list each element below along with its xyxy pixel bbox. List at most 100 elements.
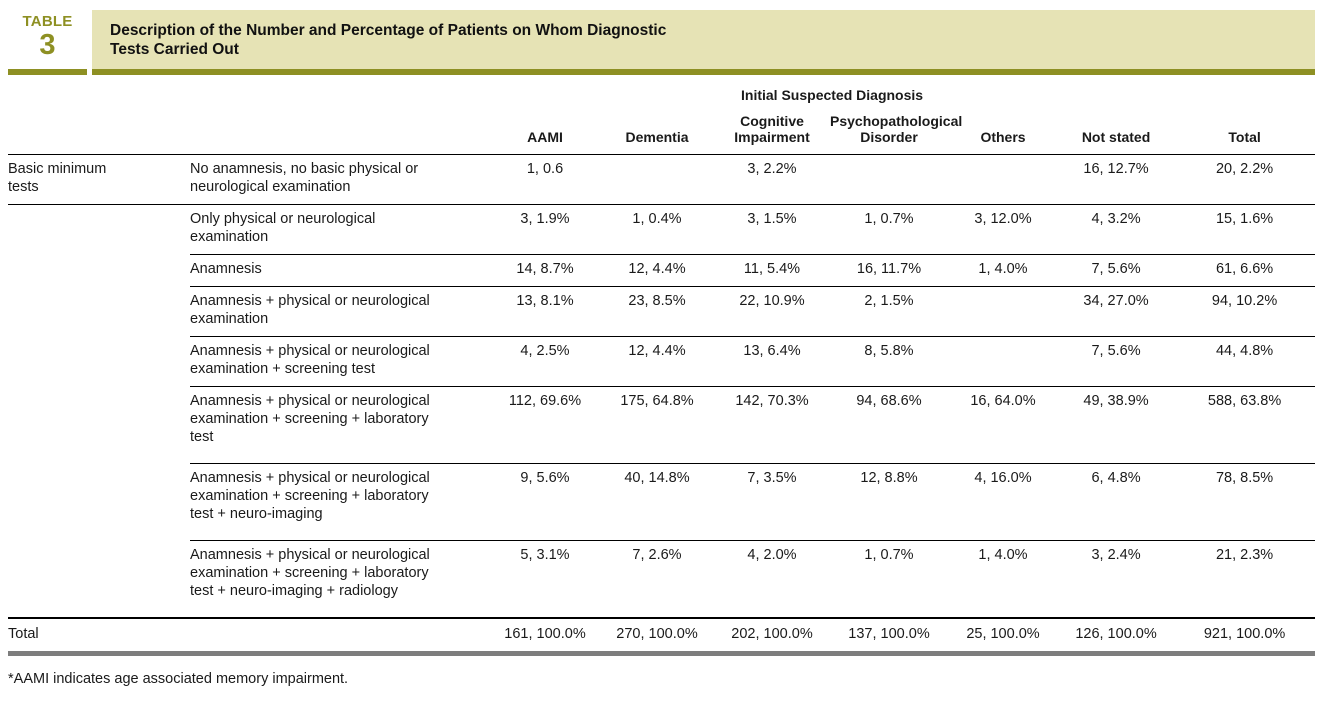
title-banner: Description of the Number and Percentage… <box>92 10 1315 75</box>
value-cell: 4, 2.5% <box>490 336 600 387</box>
value-cell: 6, 4.8% <box>1058 463 1175 541</box>
value-cell: 11, 5.4% <box>714 254 830 287</box>
row-group-spacer <box>8 464 190 541</box>
value-cell: 4, 3.2% <box>1058 204 1175 255</box>
value-cell: 94, 68.6% <box>830 386 948 464</box>
column-header-total: Total <box>1174 107 1316 155</box>
test-description: Anamnesis + physical or neurological exa… <box>190 540 490 619</box>
row-group-spacer <box>8 387 190 464</box>
table-number: 3 <box>39 29 56 61</box>
value-cell: 1, 4.0% <box>948 254 1058 287</box>
table-word-label: TABLE <box>22 13 73 30</box>
total-value-cell: 161, 100.0% <box>490 618 600 656</box>
table-row: Anamnesis + physical or neurological exa… <box>8 336 1316 387</box>
value-cell: 1, 0.7% <box>830 204 948 255</box>
value-cell: 12, 4.4% <box>600 336 714 387</box>
value-cell <box>948 286 1058 337</box>
value-cell: 7, 2.6% <box>600 540 714 619</box>
column-header-empty <box>8 107 190 155</box>
value-cell: 2, 1.5% <box>830 286 948 337</box>
value-cell: 7, 3.5% <box>714 463 830 541</box>
value-cell: 4, 16.0% <box>948 463 1058 541</box>
row-group-label-text: Basic minimum tests <box>8 161 107 195</box>
total-value-cell: 202, 100.0% <box>714 618 830 656</box>
total-value-cell: 126, 100.0% <box>1058 618 1175 656</box>
table-header-banner: TABLE 3 Description of the Number and Pe… <box>8 10 1315 75</box>
test-description: No anamnesis, no basic physical or neuro… <box>190 154 490 205</box>
value-cell: 40, 14.8% <box>600 463 714 541</box>
value-cell: 175, 64.8% <box>600 386 714 464</box>
row-group-spacer <box>8 287 190 337</box>
value-cell <box>830 154 948 205</box>
value-cell: 13, 6.4% <box>714 336 830 387</box>
total-value-cell: 921, 100.0% <box>1174 618 1316 656</box>
value-cell: 22, 10.9% <box>714 286 830 337</box>
value-cell: 16, 11.7% <box>830 254 948 287</box>
column-header-aami: AAMI <box>490 107 600 155</box>
table-row: Anamnesis + physical or neurological exa… <box>8 386 1316 464</box>
diagnostic-tests-table: Initial Suspected Diagnosis AAMI Dementi… <box>8 75 1316 656</box>
value-cell: 7, 5.6% <box>1058 254 1175 287</box>
column-header-cognitive-impairment: Cognitive Impairment <box>714 107 830 155</box>
total-value-cell: 137, 100.0% <box>830 618 948 656</box>
value-cell: 61, 6.6% <box>1174 254 1316 287</box>
value-cell: 13, 8.1% <box>490 286 600 337</box>
value-cell: 8, 5.8% <box>830 336 948 387</box>
value-cell: 7, 5.6% <box>1058 336 1175 387</box>
test-description: Anamnesis + physical or neurological exa… <box>190 386 490 464</box>
value-cell: 12, 4.4% <box>600 254 714 287</box>
value-cell: 3, 1.5% <box>714 204 830 255</box>
value-cell: 12, 8.8% <box>830 463 948 541</box>
total-label: Total <box>8 618 190 656</box>
column-header-empty <box>190 107 490 155</box>
value-cell <box>600 154 714 205</box>
value-cell: 142, 70.3% <box>714 386 830 464</box>
row-group-spacer <box>8 255 190 287</box>
row-group-label: Basic minimum tests <box>8 154 190 205</box>
total-row: Total 161, 100.0% 270, 100.0% 202, 100.0… <box>8 618 1316 656</box>
value-cell: 49, 38.9% <box>1058 386 1175 464</box>
table-row: Anamnesis + physical or neurological exa… <box>8 540 1316 619</box>
value-cell: 16, 12.7% <box>1058 154 1175 205</box>
row-group-spacer <box>8 337 190 387</box>
value-cell: 44, 4.8% <box>1174 336 1316 387</box>
span-header-spacer <box>8 75 490 107</box>
test-description: Anamnesis + physical or neurological exa… <box>190 463 490 541</box>
value-cell: 15, 1.6% <box>1174 204 1316 255</box>
span-header-spacer-right <box>1174 75 1315 107</box>
table-row: Basic minimum tests No anamnesis, no bas… <box>8 154 1316 205</box>
row-group-spacer <box>8 540 190 619</box>
value-cell: 3, 2.4% <box>1058 540 1175 619</box>
total-value-cell: 270, 100.0% <box>600 618 714 656</box>
value-cell: 23, 8.5% <box>600 286 714 337</box>
total-description-spacer <box>190 618 490 656</box>
footnote: *AAMI indicates age associated memory im… <box>8 671 349 687</box>
value-cell: 1, 0.6 <box>490 154 600 205</box>
value-cell: 3, 2.2% <box>714 154 830 205</box>
value-cell: 20, 2.2% <box>1174 154 1316 205</box>
table-number-block: TABLE 3 <box>8 10 87 75</box>
test-description: Anamnesis + physical or neurological exa… <box>190 286 490 337</box>
value-cell: 78, 8.5% <box>1174 463 1316 541</box>
value-cell: 16, 64.0% <box>948 386 1058 464</box>
column-header-others: Others <box>948 107 1058 155</box>
column-header-not-stated: Not stated <box>1058 107 1175 155</box>
row-group-spacer <box>8 205 190 255</box>
value-cell: 21, 2.3% <box>1174 540 1316 619</box>
table-title-line2: Tests Carried Out <box>110 40 239 58</box>
value-cell: 4, 2.0% <box>714 540 830 619</box>
table-row: Anamnesis + physical or neurological exa… <box>8 463 1316 541</box>
value-cell: 1, 0.4% <box>600 204 714 255</box>
total-value-cell: 25, 100.0% <box>948 618 1058 656</box>
value-cell: 1, 4.0% <box>948 540 1058 619</box>
table-row: Anamnesis 14, 8.7% 12, 4.4% 11, 5.4% 16,… <box>8 254 1316 287</box>
value-cell: 5, 3.1% <box>490 540 600 619</box>
value-cell: 94, 10.2% <box>1174 286 1316 337</box>
table-title-line1: Description of the Number and Percentage… <box>110 21 667 39</box>
table-row: Only physical or neurological examinatio… <box>8 204 1316 255</box>
span-header-row: Initial Suspected Diagnosis <box>8 75 1315 107</box>
column-header-psychopathological-disorder: Psychopathological Disorder <box>830 107 962 155</box>
test-description: Anamnesis + physical or neurological exa… <box>190 336 490 387</box>
test-description: Anamnesis <box>190 254 490 287</box>
span-header-initial-suspected-diagnosis: Initial Suspected Diagnosis <box>741 87 924 103</box>
